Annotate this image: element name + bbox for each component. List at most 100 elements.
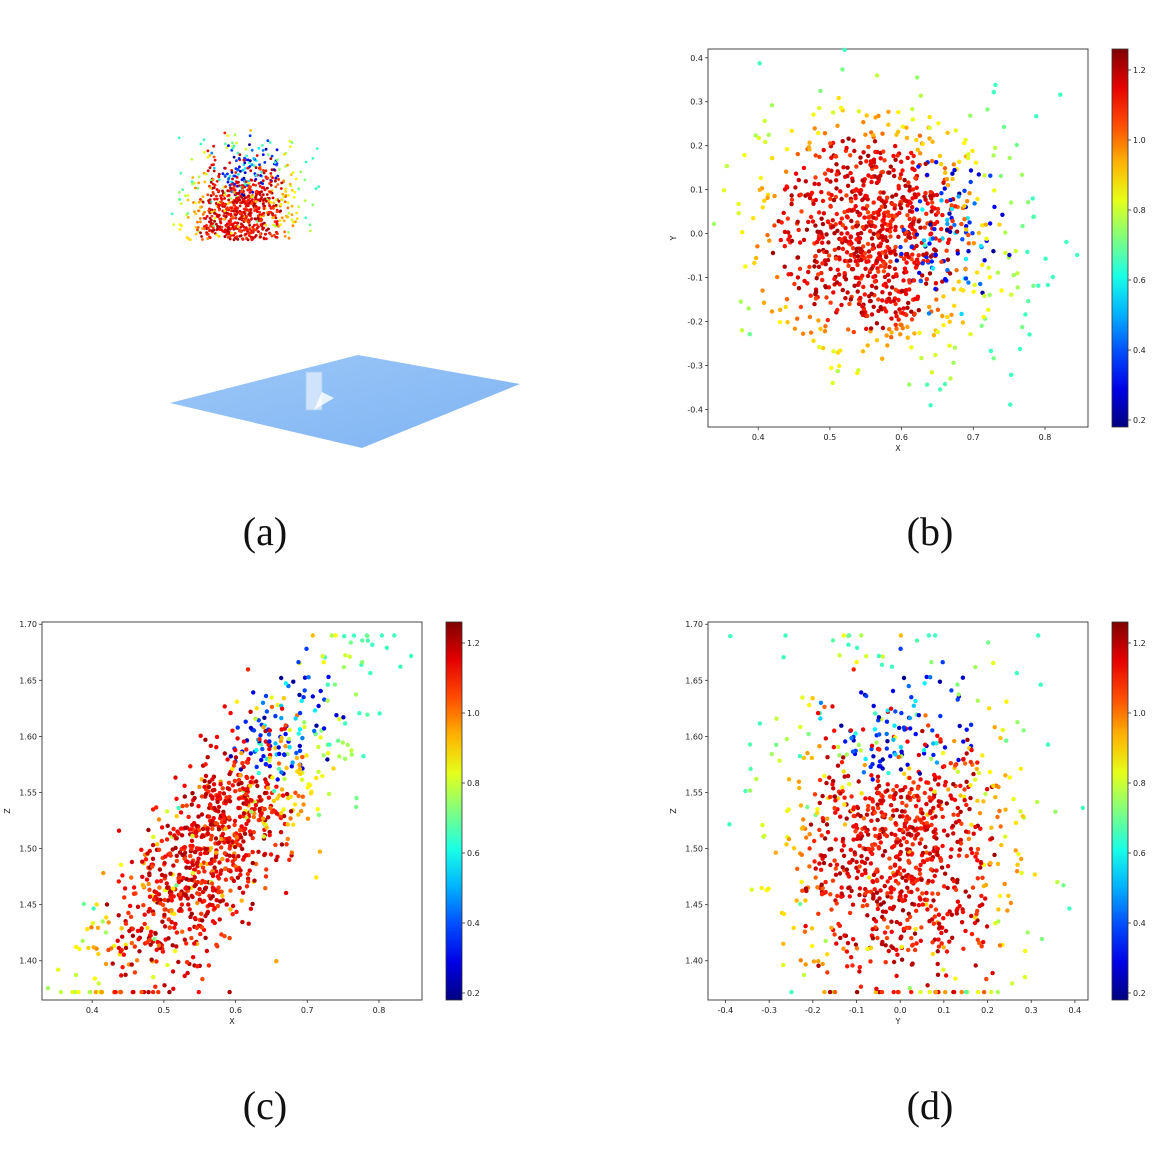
- data-point: [186, 216, 190, 219]
- data-point: [222, 214, 226, 218]
- data-point: [933, 907, 939, 912]
- data-point: [921, 747, 927, 753]
- data-point: [991, 249, 996, 254]
- data-point: [876, 269, 881, 274]
- data-point: [936, 121, 941, 126]
- data-point: [284, 791, 290, 797]
- data-point: [226, 134, 230, 137]
- data-point: [880, 298, 885, 303]
- data-point: [843, 225, 848, 231]
- data-point: [228, 754, 233, 759]
- data-point: [123, 972, 128, 977]
- data-point: [215, 799, 220, 805]
- data-point: [227, 144, 230, 148]
- y-tick-label: 1.65: [19, 676, 37, 685]
- data-point: [236, 238, 240, 241]
- data-point: [816, 236, 821, 241]
- data-point: [215, 214, 219, 218]
- data-point: [912, 192, 917, 197]
- data-point: [288, 139, 292, 143]
- data-point: [783, 304, 788, 310]
- data-point: [894, 947, 899, 952]
- data-point: [909, 989, 914, 995]
- caption-b: (b): [906, 509, 954, 554]
- x-tick-label: -0.4: [718, 1006, 734, 1015]
- plot-area: [41, 621, 423, 1001]
- data-point: [927, 136, 932, 141]
- data-point: [228, 237, 232, 241]
- data-point: [911, 153, 916, 159]
- data-point: [871, 872, 877, 878]
- data-point: [910, 252, 915, 257]
- data-point: [885, 708, 890, 713]
- data-point: [911, 780, 916, 785]
- data-point: [254, 747, 259, 753]
- data-point: [982, 173, 987, 178]
- data-point: [282, 776, 287, 782]
- data-point: [942, 745, 948, 750]
- data-point: [846, 874, 852, 879]
- data-point: [1003, 807, 1008, 812]
- data-point: [242, 831, 248, 836]
- data-point: [118, 949, 123, 954]
- data-point: [948, 761, 953, 766]
- data-point: [1038, 682, 1043, 687]
- data-point: [89, 925, 94, 930]
- data-point: [237, 787, 242, 793]
- data-point: [316, 703, 321, 709]
- data-point: [752, 260, 757, 266]
- data-point: [804, 835, 809, 840]
- data-point: [180, 803, 185, 809]
- data-point: [809, 190, 815, 195]
- data-point: [193, 181, 196, 185]
- data-point: [151, 974, 156, 980]
- data-point: [878, 840, 883, 845]
- data-point: [904, 803, 909, 808]
- data-point: [327, 742, 332, 747]
- data-point: [1014, 869, 1020, 874]
- data-point: [848, 208, 854, 213]
- data-point: [320, 654, 325, 659]
- data-point: [903, 183, 908, 188]
- data-point: [130, 989, 135, 995]
- data-point: [909, 317, 915, 322]
- data-point: [1031, 214, 1037, 219]
- colorbar-tick-label: 0.4: [1133, 919, 1146, 928]
- data-point: [332, 682, 338, 687]
- data-point: [930, 139, 935, 144]
- data-point: [894, 258, 899, 263]
- data-point: [96, 981, 101, 986]
- data-point: [907, 766, 912, 771]
- data-point: [997, 222, 1002, 227]
- data-point: [176, 879, 182, 885]
- data-point: [223, 228, 227, 232]
- data-point: [917, 871, 923, 876]
- data-point: [872, 826, 877, 832]
- data-point: [855, 220, 860, 225]
- data-point: [1022, 974, 1028, 980]
- data-point: [831, 745, 836, 750]
- data-point: [271, 808, 276, 813]
- data-point: [739, 328, 745, 333]
- data-point: [882, 306, 887, 311]
- data-point: [172, 948, 178, 954]
- data-point: [894, 807, 899, 813]
- data-point: [259, 219, 263, 223]
- data-point: [236, 225, 240, 229]
- data-point: [811, 112, 816, 117]
- data-point: [845, 183, 851, 188]
- data-point: [950, 176, 955, 182]
- data-point: [155, 842, 160, 847]
- data-point: [961, 739, 966, 744]
- data-point: [933, 281, 939, 286]
- data-point: [905, 305, 910, 310]
- data-point: [1006, 893, 1011, 898]
- data-point: [829, 155, 834, 160]
- data-point: [882, 214, 887, 219]
- data-point: [291, 822, 296, 827]
- data-point: [1055, 879, 1060, 885]
- data-point: [220, 786, 225, 791]
- data-point: [860, 178, 865, 183]
- data-point: [314, 875, 319, 880]
- data-point: [885, 925, 890, 930]
